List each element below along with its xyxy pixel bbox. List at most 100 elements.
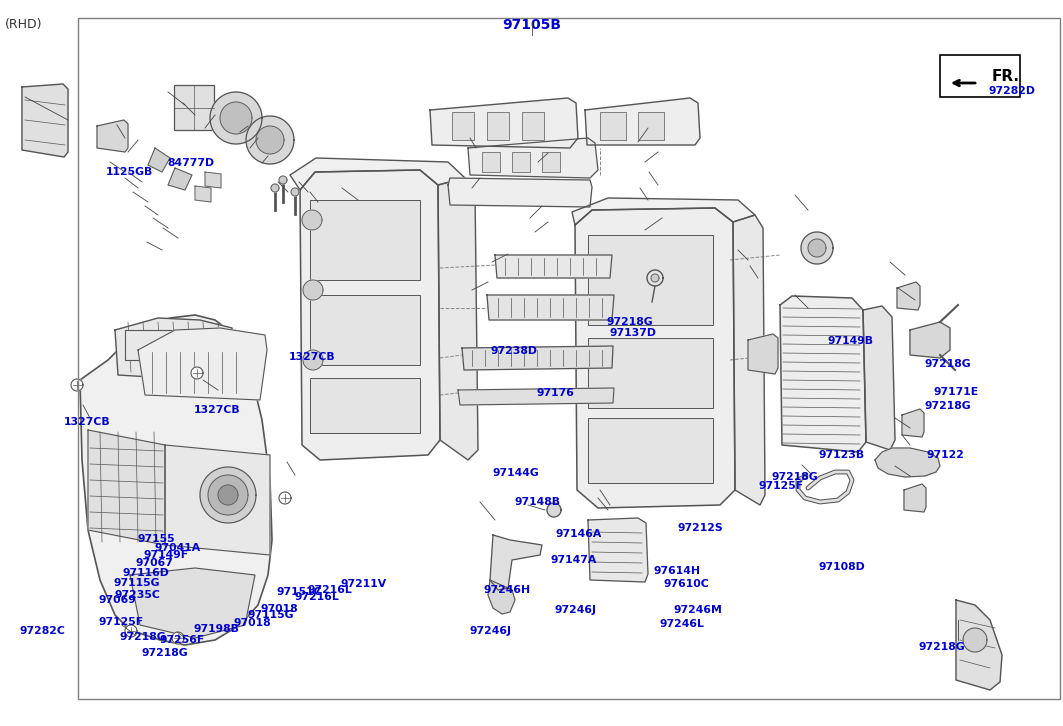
Polygon shape (897, 282, 919, 310)
Polygon shape (462, 346, 613, 370)
Text: 97246L: 97246L (659, 619, 704, 629)
Polygon shape (115, 318, 235, 380)
Polygon shape (431, 98, 578, 148)
Polygon shape (71, 379, 83, 391)
Polygon shape (487, 295, 614, 320)
Text: 97238D: 97238D (490, 346, 537, 356)
Text: 97151C: 97151C (276, 587, 322, 597)
Bar (588, 338, 713, 408)
Text: 97610C: 97610C (663, 579, 709, 589)
Polygon shape (88, 430, 165, 545)
Polygon shape (271, 184, 279, 192)
Text: 97176: 97176 (537, 388, 575, 399)
Text: 97282D: 97282D (989, 86, 1035, 96)
Text: 97218G: 97218G (141, 648, 188, 658)
Bar (310, 200, 420, 280)
Text: 97218G: 97218G (772, 472, 819, 482)
Polygon shape (302, 210, 322, 230)
Bar (452, 112, 474, 140)
Text: 97018: 97018 (234, 618, 271, 628)
Polygon shape (130, 568, 255, 638)
Bar (310, 378, 420, 433)
Polygon shape (138, 328, 267, 400)
Text: 97218G: 97218G (607, 317, 654, 327)
Polygon shape (490, 535, 542, 590)
Text: 97171E: 97171E (933, 387, 978, 397)
Bar (588, 418, 713, 483)
Text: 97235C: 97235C (115, 590, 161, 600)
Polygon shape (902, 409, 924, 437)
Text: 97218G: 97218G (918, 642, 965, 652)
Text: FR.: FR. (992, 69, 1020, 84)
Text: 97041A: 97041A (154, 543, 200, 553)
Text: 97122: 97122 (927, 450, 965, 460)
Polygon shape (218, 485, 238, 505)
Polygon shape (80, 315, 272, 645)
Polygon shape (748, 334, 778, 374)
Text: 97218G: 97218G (119, 632, 166, 642)
Text: 97144G: 97144G (492, 468, 539, 478)
Text: 97216L: 97216L (294, 592, 339, 603)
Text: 97148B: 97148B (514, 497, 560, 507)
Text: 97216L: 97216L (307, 585, 352, 595)
Polygon shape (22, 84, 68, 157)
Polygon shape (125, 625, 137, 637)
Text: 97125F: 97125F (759, 481, 804, 492)
Polygon shape (168, 168, 192, 190)
Text: 97125F: 97125F (99, 617, 144, 627)
Polygon shape (875, 448, 940, 477)
Polygon shape (303, 350, 323, 370)
Polygon shape (165, 445, 270, 555)
Text: 97246J: 97246J (470, 626, 512, 636)
Text: 84777D: 84777D (167, 158, 214, 168)
Text: 97256F: 97256F (159, 635, 205, 645)
Text: 97246M: 97246M (674, 605, 723, 616)
Text: 97614H: 97614H (654, 566, 701, 576)
Text: 97218G: 97218G (925, 401, 972, 412)
Bar (542, 152, 560, 172)
Polygon shape (291, 188, 299, 196)
Text: 1327CB: 1327CB (193, 405, 240, 415)
Polygon shape (191, 367, 203, 379)
Polygon shape (651, 274, 659, 282)
Text: 97069: 97069 (99, 595, 137, 605)
Bar (600, 112, 626, 140)
Bar (487, 112, 509, 140)
Polygon shape (780, 296, 866, 452)
Polygon shape (585, 98, 701, 145)
Polygon shape (802, 232, 833, 264)
Bar (940, 55, 1020, 97)
Polygon shape (438, 178, 478, 460)
Bar (174, 85, 214, 130)
Polygon shape (97, 120, 128, 152)
Polygon shape (468, 138, 598, 178)
Text: 97123B: 97123B (819, 450, 864, 460)
Text: 97115G: 97115G (114, 578, 161, 588)
Text: 97137D: 97137D (609, 328, 656, 338)
Text: 97149F: 97149F (144, 550, 188, 560)
Text: 97108D: 97108D (819, 562, 865, 572)
Text: 97147A: 97147A (551, 555, 597, 565)
Polygon shape (448, 178, 592, 207)
Polygon shape (733, 215, 765, 505)
Text: 97149B: 97149B (827, 336, 873, 346)
Polygon shape (300, 170, 440, 460)
Polygon shape (256, 126, 284, 154)
Bar (522, 112, 544, 140)
Polygon shape (956, 600, 1002, 690)
Polygon shape (963, 628, 988, 652)
Polygon shape (148, 148, 170, 172)
Polygon shape (279, 176, 287, 184)
Polygon shape (458, 388, 614, 405)
Polygon shape (904, 484, 926, 512)
Polygon shape (205, 172, 221, 188)
Text: 97116D: 97116D (122, 568, 169, 578)
Bar (512, 152, 530, 172)
Polygon shape (575, 208, 735, 508)
Text: 97246J: 97246J (555, 605, 597, 616)
Polygon shape (488, 580, 514, 614)
Polygon shape (195, 186, 210, 202)
Polygon shape (220, 102, 252, 134)
Bar (482, 152, 500, 172)
Bar (638, 112, 664, 140)
